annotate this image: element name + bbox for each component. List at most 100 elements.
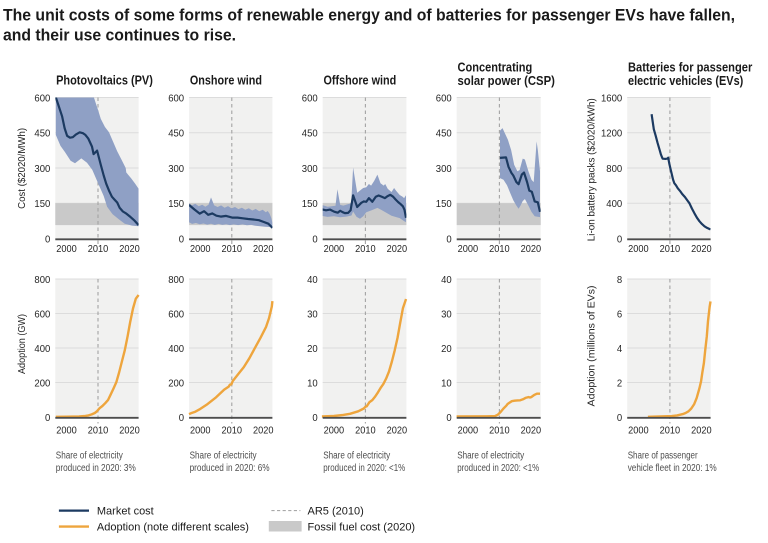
svg-text:2000: 2000 [628,244,649,255]
svg-text:30: 30 [307,309,318,320]
svg-text:400: 400 [606,199,622,210]
svg-text:0: 0 [45,413,51,424]
svg-text:300: 300 [436,164,452,175]
svg-text:2020: 2020 [691,244,712,255]
svg-text:40: 40 [307,275,318,286]
svg-text:600: 600 [34,93,50,104]
svg-text:Share of electricity: Share of electricity [190,450,257,461]
svg-text:40: 40 [441,275,452,286]
svg-text:2000: 2000 [190,244,211,255]
svg-text:20: 20 [307,344,318,355]
svg-text:Adoption (GW): Adoption (GW) [17,314,28,374]
svg-text:solar power (CSP): solar power (CSP) [458,74,555,88]
svg-text:2000: 2000 [190,426,211,437]
svg-text:2020: 2020 [253,426,274,437]
svg-text:4: 4 [617,344,623,355]
svg-text:200: 200 [168,378,184,389]
svg-text:Adoption (millions of EVs): Adoption (millions of EVs) [587,286,598,407]
svg-text:AR5 (2010): AR5 (2010) [308,506,364,518]
svg-text:Concentrating: Concentrating [458,60,533,74]
svg-text:0: 0 [446,234,452,245]
svg-text:2010: 2010 [660,244,681,255]
svg-text:The unit costs of some forms o: The unit costs of some forms of renewabl… [3,6,735,24]
svg-text:2010: 2010 [355,244,376,255]
svg-text:produced in 2020: <1%: produced in 2020: <1% [323,463,405,474]
svg-text:1200: 1200 [601,129,623,140]
svg-text:600: 600 [436,93,452,104]
svg-text:2020: 2020 [387,244,408,255]
svg-text:800: 800 [168,275,184,286]
svg-text:Share of electricity: Share of electricity [323,450,390,461]
svg-text:150: 150 [436,199,452,210]
svg-text:2010: 2010 [88,426,109,437]
svg-text:150: 150 [168,199,184,210]
svg-text:vehicle fleet in 2020: 1%: vehicle fleet in 2020: 1% [628,463,717,474]
svg-text:2010: 2010 [660,426,681,437]
svg-text:2020: 2020 [119,244,140,255]
svg-text:450: 450 [168,129,184,140]
svg-text:electric vehicles (EVs): electric vehicles (EVs) [628,74,743,88]
svg-text:2020: 2020 [119,426,140,437]
svg-text:Cost ($2020/MWh): Cost ($2020/MWh) [17,128,28,209]
svg-text:450: 450 [34,129,50,140]
svg-text:150: 150 [34,199,50,210]
svg-text:2010: 2010 [222,426,243,437]
svg-text:600: 600 [34,309,50,320]
svg-text:0: 0 [179,413,185,424]
svg-text:Market cost: Market cost [97,506,154,518]
svg-text:300: 300 [302,164,318,175]
svg-text:600: 600 [168,309,184,320]
svg-text:0: 0 [179,234,185,245]
svg-text:20: 20 [441,344,452,355]
svg-text:Share of electricity: Share of electricity [56,450,123,461]
svg-text:and their use continues to ris: and their use continues to rise. [3,26,236,44]
svg-text:2010: 2010 [88,244,109,255]
svg-text:200: 200 [34,378,50,389]
svg-text:Fossil fuel cost (2020): Fossil fuel cost (2020) [308,522,416,534]
svg-text:Onshore wind: Onshore wind [190,73,262,87]
svg-text:0: 0 [617,413,623,424]
svg-text:30: 30 [441,309,452,320]
svg-text:450: 450 [436,129,452,140]
svg-text:800: 800 [34,275,50,286]
svg-text:produced in 2020: <1%: produced in 2020: <1% [457,463,539,474]
svg-text:2020: 2020 [691,426,712,437]
svg-text:Adoption (note different scale: Adoption (note different scales) [97,522,249,534]
svg-text:600: 600 [168,93,184,104]
svg-text:300: 300 [34,164,50,175]
svg-text:Batteries for passenger: Batteries for passenger [628,60,752,74]
svg-text:0: 0 [45,234,51,245]
svg-text:1600: 1600 [601,93,623,104]
svg-text:2000: 2000 [324,244,345,255]
svg-text:0: 0 [617,234,623,245]
svg-text:0: 0 [312,234,318,245]
svg-text:2010: 2010 [489,244,510,255]
svg-text:2000: 2000 [458,426,479,437]
svg-text:2020: 2020 [387,426,408,437]
svg-text:10: 10 [307,378,318,389]
svg-text:2010: 2010 [222,244,243,255]
svg-text:8: 8 [617,275,623,286]
svg-text:300: 300 [168,164,184,175]
svg-text:produced in 2020: 3%: produced in 2020: 3% [56,463,136,474]
svg-text:600: 600 [302,93,318,104]
svg-text:Photovoltaics (PV): Photovoltaics (PV) [56,73,153,87]
svg-text:2000: 2000 [324,426,345,437]
svg-text:400: 400 [168,344,184,355]
svg-text:2000: 2000 [628,426,649,437]
svg-text:0: 0 [312,413,318,424]
svg-text:2020: 2020 [253,244,274,255]
svg-text:Share of electricity: Share of electricity [457,450,524,461]
svg-text:450: 450 [302,129,318,140]
svg-text:800: 800 [606,164,622,175]
svg-text:2020: 2020 [521,426,542,437]
svg-text:400: 400 [34,344,50,355]
svg-text:2020: 2020 [521,244,542,255]
svg-text:Share of passenger: Share of passenger [628,450,699,461]
svg-text:Li-on battery packs ($2020/kWh: Li-on battery packs ($2020/kWh) [587,98,598,241]
svg-text:2000: 2000 [458,244,479,255]
svg-text:2000: 2000 [56,244,77,255]
svg-text:2010: 2010 [489,426,510,437]
svg-text:10: 10 [441,378,452,389]
svg-text:produced in 2020: 6%: produced in 2020: 6% [190,463,270,474]
